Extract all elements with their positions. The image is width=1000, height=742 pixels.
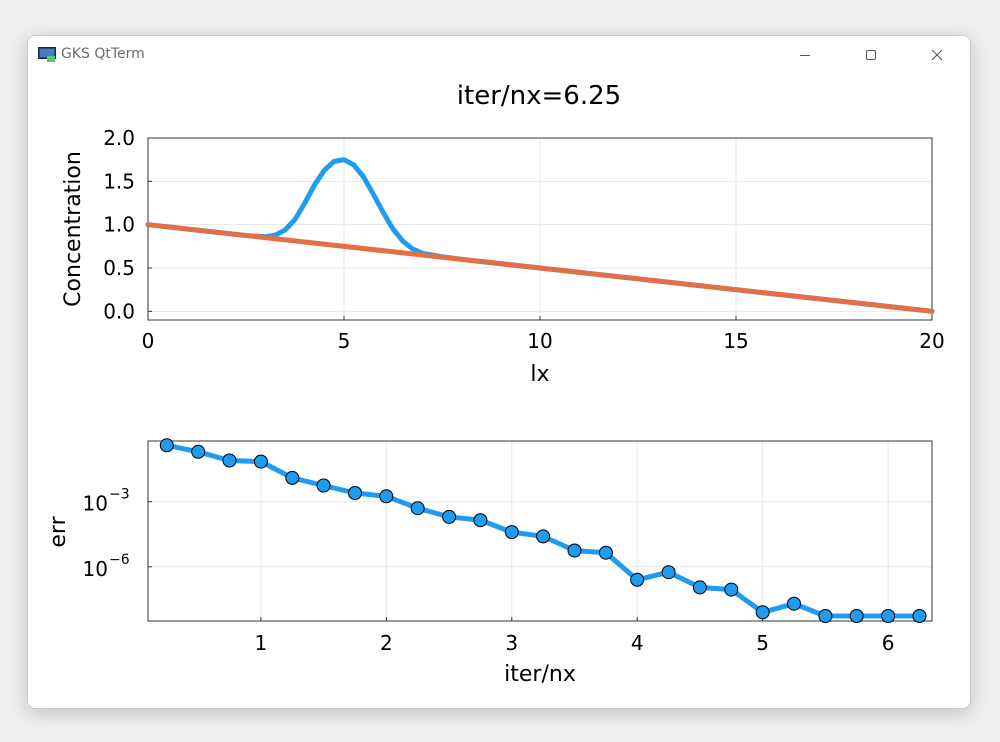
error-y-tick-exponent: −3 (109, 487, 130, 503)
error-data-point (819, 610, 832, 623)
concentration-grid (148, 138, 932, 320)
error-x-tick-label: 2 (380, 631, 393, 655)
error-data-point (599, 546, 612, 559)
error-x-tick-label: 3 (505, 631, 518, 655)
error-data-point (662, 566, 675, 579)
error-x-tick-label: 5 (756, 631, 769, 655)
error-x-tick-label: 6 (882, 631, 895, 655)
error-data-point (286, 471, 299, 484)
error-data-point (788, 597, 801, 610)
concentration-y-tick-label: 1.0 (103, 213, 135, 237)
concentration-x-label: lx (530, 362, 549, 387)
error-data-point (380, 490, 393, 503)
error-ticks: 1 2 3 4 5 610 −310 −6 (83, 487, 895, 655)
error-data-point (693, 581, 706, 594)
error-data-point (568, 544, 581, 557)
concentration-y-tick-label: 0.5 (103, 256, 135, 280)
error-data-point (631, 573, 644, 586)
error-data-point (913, 610, 926, 623)
error-data-point (537, 530, 550, 543)
concentration-panel: 0 5 10 15 20 0.0 0.5 1.0 1.5 2.0 lx Concentration (61, 126, 945, 387)
error-y-tick-exponent: −6 (109, 552, 130, 568)
error-y-tick-label: 10 (83, 492, 108, 516)
concentration-x-tick-label: 5 (338, 329, 351, 353)
concentration-x-tick-label: 10 (527, 329, 552, 353)
error-data-point (160, 439, 173, 452)
error-y-tick-label: 10 (83, 557, 108, 581)
error-data-point (443, 510, 456, 523)
concentration-y-tick-label: 0.0 (103, 299, 135, 323)
error-data-point (725, 583, 738, 596)
error-data-point (474, 514, 487, 527)
concentration-x-tick-label: 0 (142, 329, 155, 353)
error-data-point (850, 610, 863, 623)
figure-title: iter/nx=6.25 (457, 81, 621, 111)
error-data-point (349, 487, 362, 500)
concentration-y-tick-label: 2.0 (103, 126, 135, 150)
concentration-x-tick-label: 15 (723, 329, 748, 353)
error-data-point (317, 479, 330, 492)
error-data-point (254, 455, 267, 468)
error-data-point (192, 445, 205, 458)
concentration-x-tick-label: 20 (919, 329, 944, 353)
error-x-tick-label: 4 (631, 631, 644, 655)
app-window: GKS QtTerm iter/nx=6.25 0 5 10 15 20 0.0 0.5 1.… (27, 35, 971, 709)
error-data-point (223, 454, 236, 467)
error-y-label: err (46, 515, 71, 547)
concentration-y-tick-label: 1.5 (103, 169, 135, 193)
concentration-ticks: 0 5 10 15 20 0.0 0.5 1.0 1.5 2.0 (103, 126, 945, 353)
error-data-point (505, 526, 518, 539)
concentration-y-label: Concentration (61, 151, 86, 307)
plot-canvas: iter/nx=6.25 0 5 10 15 20 0.0 0.5 1.0 1.5 2.0 lx … (28, 36, 970, 708)
error-data-point (882, 610, 895, 623)
error-data-point (756, 606, 769, 619)
error-panel: 1 2 3 4 5 610 −310 −6 iter/nx err (46, 439, 932, 687)
error-x-tick-label: 1 (255, 631, 268, 655)
error-data-point (411, 502, 424, 515)
error-x-label: iter/nx (504, 662, 576, 687)
